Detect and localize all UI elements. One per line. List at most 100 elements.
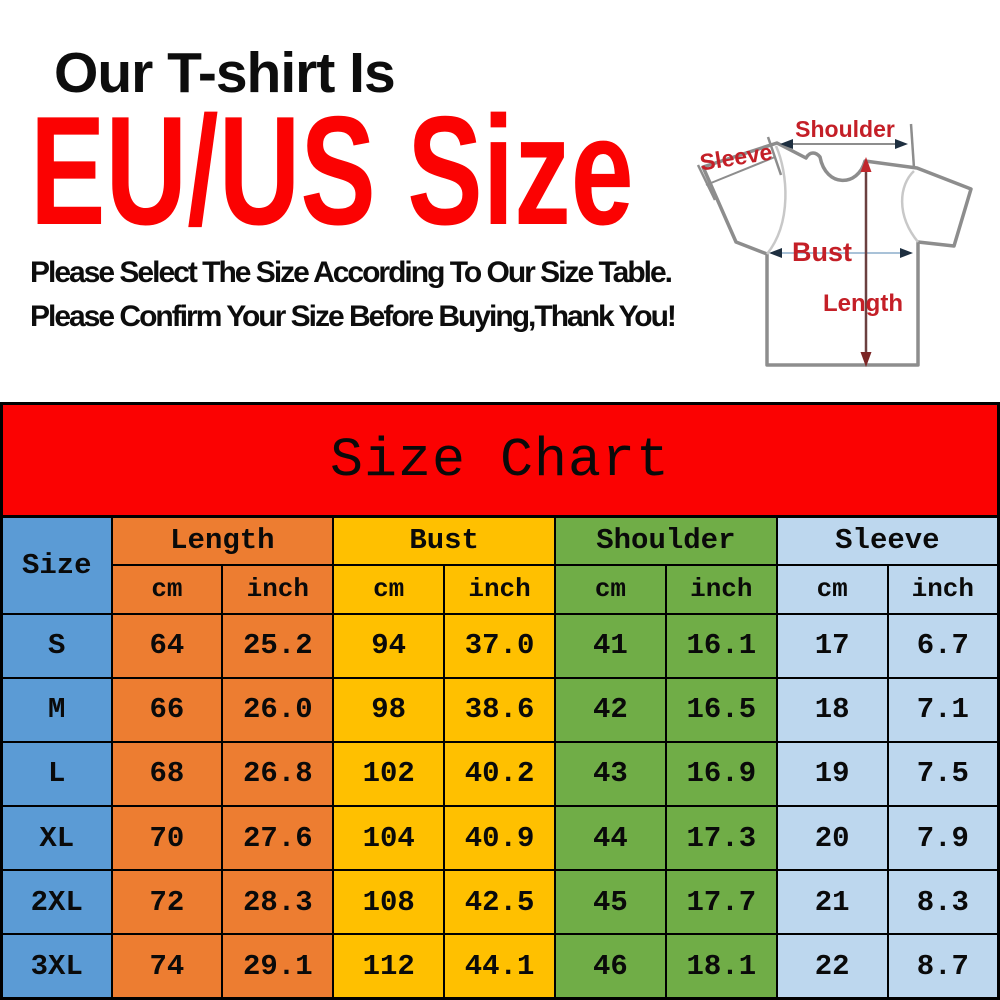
data-cell: 18 <box>775 676 889 743</box>
shoulder-label: Shoulder <box>795 116 895 142</box>
arrow-up-icon <box>860 157 872 172</box>
row-size-label: 3XL <box>0 933 113 1000</box>
data-cell: 16.5 <box>664 676 778 743</box>
data-cell: 112 <box>332 933 446 1000</box>
col-header-shoulder: Shoulder <box>554 515 778 566</box>
data-cell: 20 <box>775 804 889 872</box>
data-cell: 40.9 <box>443 804 556 872</box>
unit-header-bust-inch: inch <box>443 563 556 615</box>
data-cell: 94 <box>332 612 446 679</box>
data-cell: 102 <box>332 740 446 807</box>
data-cell: 6.7 <box>886 612 1000 679</box>
data-cell: 108 <box>332 869 446 936</box>
table-row: L 68 26.8 102 40.2 43 16.9 19 7.5 <box>0 740 1000 807</box>
data-cell: 7.5 <box>886 740 1000 807</box>
header-section: Our T-shirt Is EU/US Size Please Select … <box>0 0 1000 402</box>
data-cell: 17 <box>775 612 889 679</box>
data-cell: 70 <box>110 804 224 872</box>
data-cell: 72 <box>110 869 224 936</box>
unit-header-sleeve-cm: cm <box>775 563 889 615</box>
arrow-right-icon <box>900 248 913 258</box>
data-cell: 17.3 <box>664 804 778 872</box>
arrow-left-icon <box>780 139 793 149</box>
row-size-label: L <box>0 740 113 807</box>
data-cell: 74 <box>110 933 224 1000</box>
table-row: M 66 26.0 98 38.6 42 16.5 18 7.1 <box>0 676 1000 743</box>
data-cell: 40.2 <box>443 740 556 807</box>
col-header-bust: Bust <box>332 515 556 566</box>
data-cell: 27.6 <box>221 804 335 872</box>
arrow-down-icon <box>860 352 872 367</box>
heading-line2: EU/US Size <box>30 84 634 257</box>
unit-header-shoulder-inch: inch <box>664 563 778 615</box>
col-header-length: Length <box>110 515 335 566</box>
data-cell: 7.1 <box>886 676 1000 743</box>
heading-line1: Our T-shirt Is <box>54 41 396 105</box>
data-cell: 18.1 <box>664 933 778 1000</box>
data-cell: 17.7 <box>664 869 778 936</box>
row-size-label: S <box>0 612 113 679</box>
col-header-sleeve: Sleeve <box>775 515 1000 566</box>
unit-header-sleeve-inch: inch <box>886 563 1000 615</box>
arrow-right-icon <box>895 139 908 149</box>
data-cell: 16.9 <box>664 740 778 807</box>
row-size-label: XL <box>0 804 113 872</box>
data-cell: 104 <box>332 804 446 872</box>
note-line1: Please Select The Size According To Our … <box>30 256 673 289</box>
banner-title: Size Chart <box>329 428 671 492</box>
data-cell: 7.9 <box>886 804 1000 872</box>
data-cell: 26.0 <box>221 676 335 743</box>
data-cell: 22 <box>775 933 889 1000</box>
armhole-curve-left <box>766 145 787 255</box>
row-size-label: 2XL <box>0 869 113 936</box>
data-cell: 8.7 <box>886 933 1000 1000</box>
data-cell: 66 <box>110 676 224 743</box>
table-row: XL 70 27.6 104 40.9 44 17.3 20 7.9 <box>0 804 1000 872</box>
sleeve-measure-line <box>705 156 776 186</box>
table-row: S 64 25.2 94 37.0 41 16.1 17 6.7 <box>0 612 1000 679</box>
unit-header-length-inch: inch <box>221 563 335 615</box>
data-cell: 98 <box>332 676 446 743</box>
data-cell: 8.3 <box>886 869 1000 936</box>
table-row: 2XL 72 28.3 108 42.5 45 17.7 21 8.3 <box>0 869 1000 936</box>
data-cell: 45 <box>554 869 667 936</box>
size-table: Size Length Bust Shoulder Sleeve cm inch… <box>0 515 1000 1000</box>
unit-header-length-cm: cm <box>110 563 224 615</box>
data-cell: 28.3 <box>221 869 335 936</box>
bust-label: Bust <box>792 237 852 267</box>
length-label: Length <box>823 290 903 317</box>
data-cell: 38.6 <box>443 676 556 743</box>
data-cell: 64 <box>110 612 224 679</box>
armhole-curve-right <box>900 170 919 243</box>
sleeve-tick-bottom <box>696 164 717 201</box>
data-cell: 44 <box>554 804 667 872</box>
data-cell: 46 <box>554 933 667 1000</box>
size-chart-banner: Size Chart <box>0 402 1000 515</box>
table-group-header-row: Size Length Bust Shoulder Sleeve <box>0 515 1000 615</box>
col-header-size: Size <box>0 515 113 615</box>
data-cell: 19 <box>775 740 889 807</box>
data-cell: 29.1 <box>221 933 335 1000</box>
data-cell: 16.1 <box>664 612 778 679</box>
tshirt-measurement-diagram: Shoulder Sleeve Bust Length <box>696 116 973 367</box>
table-unit-header-row: cm inch cm inch cm inch cm inch <box>2 563 1000 615</box>
arrow-left-icon <box>769 248 782 258</box>
data-cell: 42.5 <box>443 869 556 936</box>
note-line2: Please Confirm Your Size Before Buying,T… <box>30 300 677 333</box>
table-row: 3XL 74 29.1 112 44.1 46 18.1 22 8.7 <box>0 933 1000 1000</box>
data-cell: 44.1 <box>443 933 556 1000</box>
row-size-label: M <box>0 676 113 743</box>
unit-header-bust-cm: cm <box>332 563 446 615</box>
sleeve-tick-top <box>766 136 783 176</box>
data-cell: 43 <box>554 740 667 807</box>
unit-header-shoulder-cm: cm <box>554 563 667 615</box>
data-cell: 42 <box>554 676 667 743</box>
data-cell: 21 <box>775 869 889 936</box>
data-cell: 68 <box>110 740 224 807</box>
shoulder-end-tick <box>909 123 916 169</box>
data-cell: 37.0 <box>443 612 556 679</box>
data-cell: 25.2 <box>221 612 335 679</box>
data-cell: 26.8 <box>221 740 335 807</box>
data-cell: 41 <box>554 612 667 679</box>
